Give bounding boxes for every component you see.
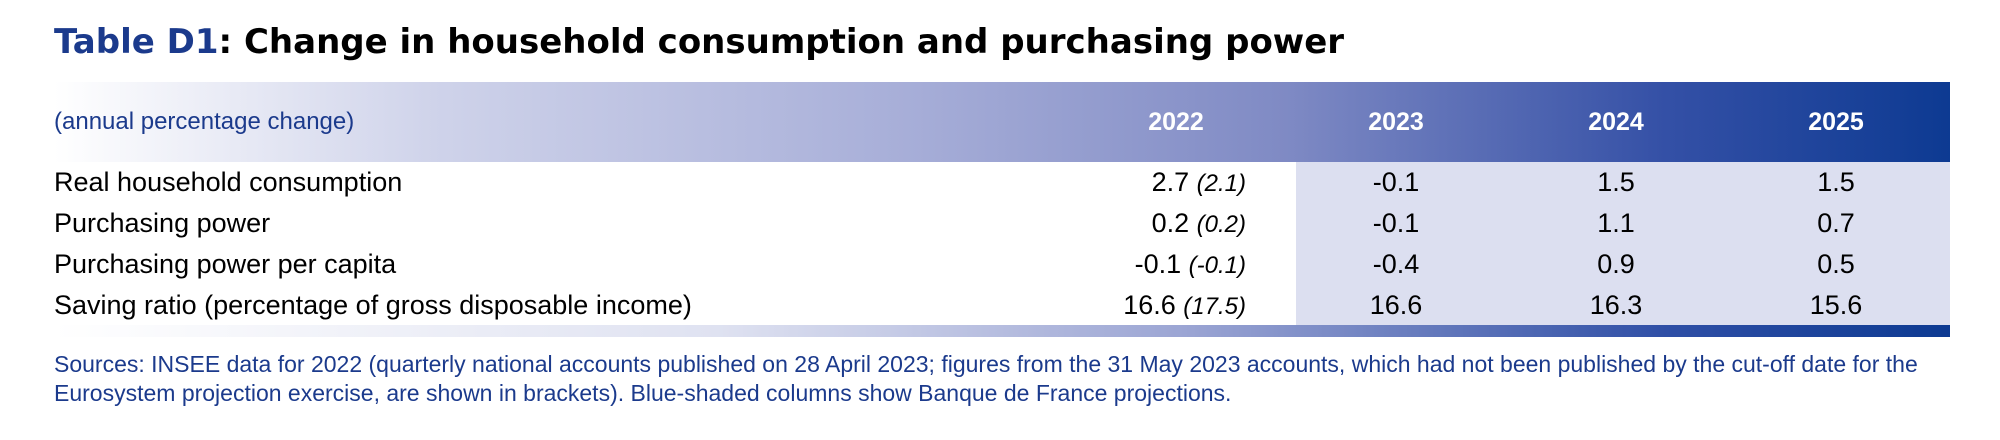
row-label: Purchasing power per capita xyxy=(54,249,397,279)
value-2024: 1.5 xyxy=(1597,167,1635,197)
value-2024: 0.9 xyxy=(1597,249,1635,279)
value-2022-main: 2.7 xyxy=(1151,167,1190,197)
sources-note: Sources: INSEE data for 2022 (quarterly … xyxy=(54,351,1918,406)
value-2024: 1.1 xyxy=(1597,208,1635,238)
unit-label: (annual percentage change) xyxy=(54,108,355,135)
value-2022: 0.2 (0.2) xyxy=(1152,203,1246,245)
value-2025: 15.6 xyxy=(1809,290,1863,320)
table-row: Saving ratio (percentage of gross dispos… xyxy=(54,285,1950,326)
value-2022-bracket: (0.2) xyxy=(1196,211,1246,238)
value-2022-main: 0.2 xyxy=(1151,208,1190,238)
value-2025: 0.5 xyxy=(1817,249,1855,279)
table-header: (annual percentage change) 2022 2023 202… xyxy=(54,82,1950,162)
value-2022-bracket: (2.1) xyxy=(1196,170,1246,197)
value-2022-main: 16.6 xyxy=(1123,290,1176,320)
value-2025: 0.7 xyxy=(1817,208,1855,238)
value-2022: -0.1 (-0.1) xyxy=(1135,244,1246,286)
row-label: Real household consumption xyxy=(54,167,403,197)
value-2023: 16.6 xyxy=(1369,290,1423,320)
value-2023: -0.4 xyxy=(1372,249,1420,279)
row-label: Purchasing power xyxy=(54,208,271,238)
year-header-2023: 2023 xyxy=(1368,108,1424,136)
value-2023: -0.1 xyxy=(1372,167,1420,197)
value-2022-main: -0.1 xyxy=(1134,249,1182,279)
value-2024: 16.3 xyxy=(1589,290,1643,320)
value-2022: 2.7 (2.1) xyxy=(1152,162,1246,204)
table-row: Purchasing power per capita -0.1 (-0.1) … xyxy=(54,244,1950,285)
table-id: Table D1 xyxy=(54,22,219,62)
value-2025: 1.5 xyxy=(1817,167,1855,197)
value-2023: -0.1 xyxy=(1372,208,1420,238)
row-label: Saving ratio (percentage of gross dispos… xyxy=(54,290,692,320)
value-2022: 16.6 (17.5) xyxy=(1123,285,1246,327)
table-title-text: : Change in household consumption and pu… xyxy=(218,22,1345,62)
year-header-2024: 2024 xyxy=(1588,108,1644,136)
year-header-2022: 2022 xyxy=(1148,108,1204,136)
table-row: Real household consumption 2.7 (2.1) -0.… xyxy=(54,162,1950,203)
year-header-2025: 2025 xyxy=(1808,108,1864,136)
value-2022-bracket: (-0.1) xyxy=(1188,252,1246,279)
value-2022-bracket: (17.5) xyxy=(1183,293,1246,320)
projection-shade xyxy=(1296,162,1950,325)
table-title: Table D1: Change in household consumptio… xyxy=(54,22,1344,62)
table-bottom-rule xyxy=(54,325,1950,337)
table-row: Purchasing power 0.2 (0.2) -0.1 1.1 0.7 xyxy=(54,203,1950,244)
